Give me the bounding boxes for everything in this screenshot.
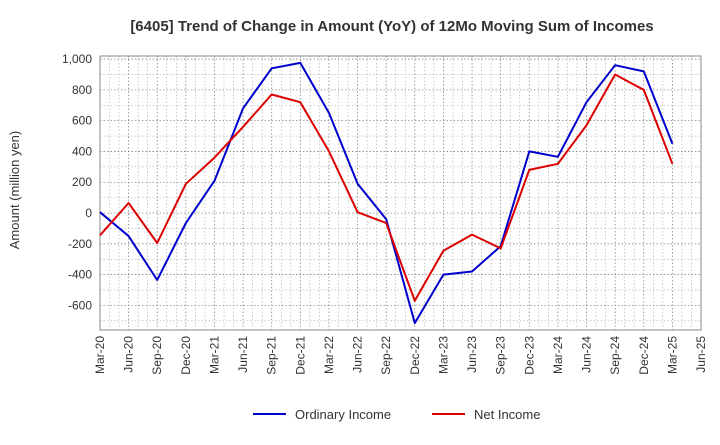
legend: Ordinary Income Net Income (253, 407, 540, 422)
plot-frame (99, 55, 702, 331)
x-tick-label: Mar-22 (322, 336, 336, 374)
x-tick-label: Jun-20 (122, 336, 136, 373)
x-tick-label: Dec-24 (637, 336, 651, 375)
x-tick-label: Sep-20 (150, 336, 164, 375)
x-tick-label: Mar-24 (551, 336, 565, 374)
y-tick-label: 600 (72, 114, 92, 128)
x-tick-label: Jun-25 (694, 336, 708, 373)
series-layer (99, 61, 674, 325)
x-tick-label: Jun-22 (351, 336, 365, 373)
x-tick-label: Mar-21 (207, 336, 221, 374)
x-tick-label: Sep-24 (608, 336, 622, 375)
legend-label: Ordinary Income (295, 407, 391, 422)
y-tick-label: -200 (68, 237, 92, 251)
axis-layer: Mar-20 Jun-20 Sep-20 Dec-20 Mar-21 Jun-21 Sep-… (62, 52, 708, 375)
series-line-2 (99, 73, 674, 302)
x-tick-label: Sep-21 (265, 336, 279, 375)
x-tick-label: Dec-20 (179, 336, 193, 375)
chart-title: [6405] Trend of Change in Amount (YoY) o… (130, 18, 653, 35)
x-tick-label: Dec-23 (522, 336, 536, 375)
x-tick-label: Jun-23 (465, 336, 479, 373)
x-tick-label: Jun-21 (236, 336, 250, 373)
grid-layer (99, 56, 702, 330)
y-tick-label: 1,000 (62, 52, 92, 66)
y-tick-label: 800 (72, 83, 92, 97)
y-tick-label: -600 (68, 298, 92, 312)
x-tick-label: Mar-23 (436, 336, 450, 374)
x-tick-label: Mar-25 (665, 336, 679, 374)
y-axis-label: Amount (million yen) (7, 131, 22, 250)
y-tick-label: -400 (68, 268, 92, 282)
series-line-1 (99, 61, 674, 325)
x-tick-label: Mar-20 (93, 336, 107, 374)
legend-label: Net Income (474, 407, 540, 422)
y-tick-label: 200 (72, 175, 92, 189)
x-tick-label: Dec-22 (408, 336, 422, 375)
x-tick-label: Sep-23 (494, 336, 508, 375)
x-tick-label: Sep-22 (379, 336, 393, 375)
y-tick-label: 400 (72, 144, 92, 158)
y-tick-label: 0 (85, 206, 92, 220)
x-tick-label: Jun-24 (580, 336, 594, 373)
x-tick-label: Dec-21 (293, 336, 307, 375)
